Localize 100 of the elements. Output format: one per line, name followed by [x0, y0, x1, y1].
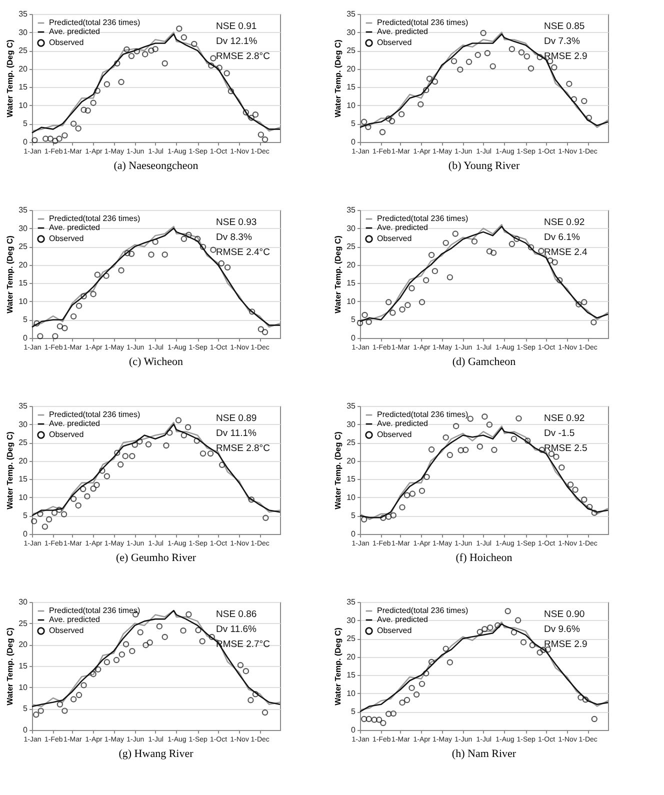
- point: [129, 453, 136, 460]
- y-tick-label: 0: [23, 726, 28, 734]
- y-tick-label: 20: [18, 260, 28, 270]
- legend-label: Predicted(total 236 times): [49, 606, 140, 615]
- point: [581, 98, 588, 104]
- point: [262, 329, 268, 336]
- point: [37, 333, 44, 340]
- y-tick-label: 10: [346, 296, 356, 306]
- point: [99, 468, 106, 474]
- point: [581, 496, 588, 503]
- point: [390, 310, 396, 316]
- point: [70, 496, 77, 502]
- y-axis-title: Water Temp. (Deg C): [6, 39, 15, 118]
- point: [32, 712, 40, 718]
- point: [491, 446, 498, 453]
- point: [486, 248, 493, 254]
- point: [462, 446, 469, 453]
- point: [152, 238, 158, 245]
- annotation: Dv 7.3%: [544, 36, 580, 47]
- point: [104, 473, 110, 480]
- point: [242, 668, 250, 674]
- annotation: NSE 0.89: [216, 413, 257, 424]
- y-axis-title: Water Temp. (Deg C): [6, 431, 15, 510]
- point: [536, 649, 543, 656]
- y-tick-label: 5: [351, 511, 356, 520]
- point: [237, 662, 244, 668]
- y-tick-label: 0: [351, 530, 356, 538]
- y-tick-label: 10: [346, 688, 356, 698]
- legend-label: Ave. predicted: [49, 615, 100, 624]
- legend-label: Observed: [377, 234, 412, 243]
- point: [398, 111, 405, 118]
- point: [371, 716, 378, 723]
- point: [388, 118, 396, 124]
- point: [482, 626, 488, 632]
- point: [180, 627, 186, 634]
- point: [248, 308, 256, 315]
- point: [428, 658, 435, 666]
- point: [467, 416, 474, 422]
- point: [480, 30, 486, 36]
- y-tick-label: 15: [18, 278, 28, 288]
- point: [586, 114, 592, 121]
- legend-label: Ave. predicted: [377, 27, 428, 36]
- y-tick-label: 30: [18, 420, 28, 429]
- point: [162, 252, 168, 258]
- point: [428, 252, 435, 258]
- point: [80, 682, 87, 688]
- point: [446, 452, 454, 458]
- point: [166, 430, 173, 436]
- point: [471, 238, 478, 245]
- annotation: RMSE 2.5: [544, 443, 588, 454]
- point: [80, 106, 87, 113]
- point: [56, 701, 64, 708]
- annotation: NSE 0.93: [216, 217, 257, 228]
- legend-label: Predicted(total 236 times): [377, 410, 468, 419]
- point: [90, 291, 96, 298]
- annotation: Dv 8.3%: [216, 232, 252, 243]
- point: [528, 244, 534, 250]
- y-tick-label: 5: [23, 511, 28, 520]
- y-tick-label: 30: [18, 598, 28, 606]
- point: [208, 634, 215, 640]
- point: [30, 518, 38, 524]
- point: [442, 646, 449, 652]
- annotation: RMSE 2.4: [544, 247, 588, 258]
- point: [536, 54, 543, 60]
- y-tick-label: 35: [18, 10, 28, 18]
- legend-label: Observed: [49, 234, 84, 243]
- legend-label: Observed: [49, 430, 84, 439]
- point: [90, 100, 96, 106]
- point: [76, 692, 82, 698]
- y-axis-title: Water Temp. (Deg C): [334, 627, 343, 706]
- y-tick-label: 5: [351, 707, 356, 716]
- point: [224, 264, 231, 271]
- point: [529, 642, 536, 648]
- point: [482, 414, 488, 420]
- annotation: NSE 0.85: [544, 21, 585, 32]
- y-tick-label: 15: [346, 82, 356, 92]
- text: (h) Nam River: [452, 748, 516, 760]
- point: [118, 78, 124, 86]
- point: [457, 66, 464, 73]
- y-tick-label: 25: [346, 46, 356, 56]
- point: [360, 118, 368, 125]
- legend-label: Observed: [49, 38, 84, 47]
- point: [148, 252, 154, 258]
- y-tick-label: 35: [346, 10, 356, 18]
- point: [556, 277, 563, 284]
- point: [70, 313, 77, 320]
- point: [386, 116, 392, 122]
- y-tick-label: 35: [346, 402, 356, 410]
- point: [413, 691, 420, 698]
- y-axis-title: Water Temp. (Deg C): [6, 627, 15, 706]
- point: [262, 514, 269, 522]
- y-tick-label: 10: [18, 296, 28, 306]
- point: [128, 250, 135, 257]
- point: [199, 638, 206, 644]
- legend-label: Observed: [377, 626, 412, 635]
- point: [75, 502, 82, 509]
- point: [186, 232, 192, 238]
- legend-label: Observed: [49, 626, 84, 635]
- point: [76, 302, 82, 309]
- point: [510, 436, 518, 442]
